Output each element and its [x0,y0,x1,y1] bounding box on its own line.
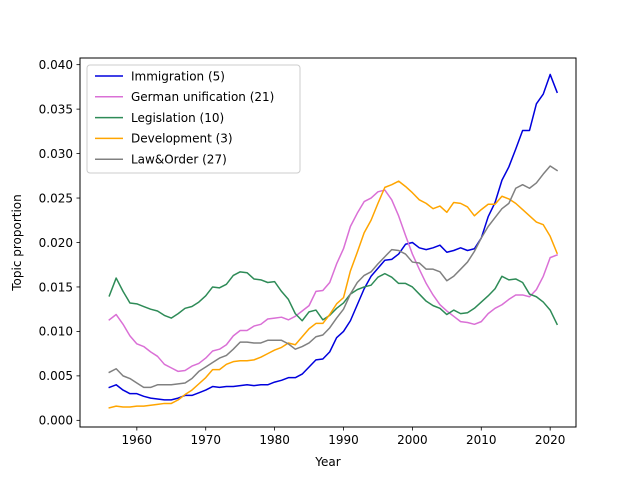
x-tick-label: 1990 [328,433,359,447]
series-line-1 [108,189,559,373]
y-tick-label: 0.040 [39,58,73,72]
legend-box [86,64,301,174]
legend-label-2: Legislation (10) [131,111,224,125]
y-axis-ticks: 0.000 0.005 0.010 0.015 0.020 0.025 0.030 0.035… [39,58,80,428]
series-line-2 [108,271,559,326]
y-axis-label: Topic proportion [10,194,24,292]
x-tick-label: 1980 [259,433,290,447]
x-tick-label: 1970 [190,433,221,447]
series-line-4 [108,165,559,389]
legend-label-3: Development (3) [131,132,233,146]
legend-label-0: Immigration (5) [131,69,225,83]
series-line-3 [108,180,559,409]
x-tick-label: 2000 [397,433,428,447]
y-tick-label: 0.030 [39,147,73,161]
series-layer [108,73,559,409]
y-tick-label: 0.010 [39,325,73,339]
x-tick-label: 2020 [535,433,566,447]
x-axis-ticks: 1960 1970 1980 1990 2000 2010 2020 [122,427,566,447]
legend-label-4: Law&Order (27) [131,153,227,167]
x-tick-label: 2010 [466,433,497,447]
y-tick-label: 0.020 [39,236,73,250]
y-tick-label: 0.025 [39,191,73,205]
legend-label-1: German unification (21) [131,90,274,104]
x-tick-label: 1960 [122,433,153,447]
legend: Immigration (5) German unification (21) Le… [86,64,301,174]
y-tick-label: 0.015 [39,280,73,294]
y-tick-label: 0.005 [39,369,73,383]
x-axis-label: Year [314,455,340,469]
y-tick-label: 0.035 [39,102,73,116]
y-tick-label: 0.000 [39,414,73,428]
